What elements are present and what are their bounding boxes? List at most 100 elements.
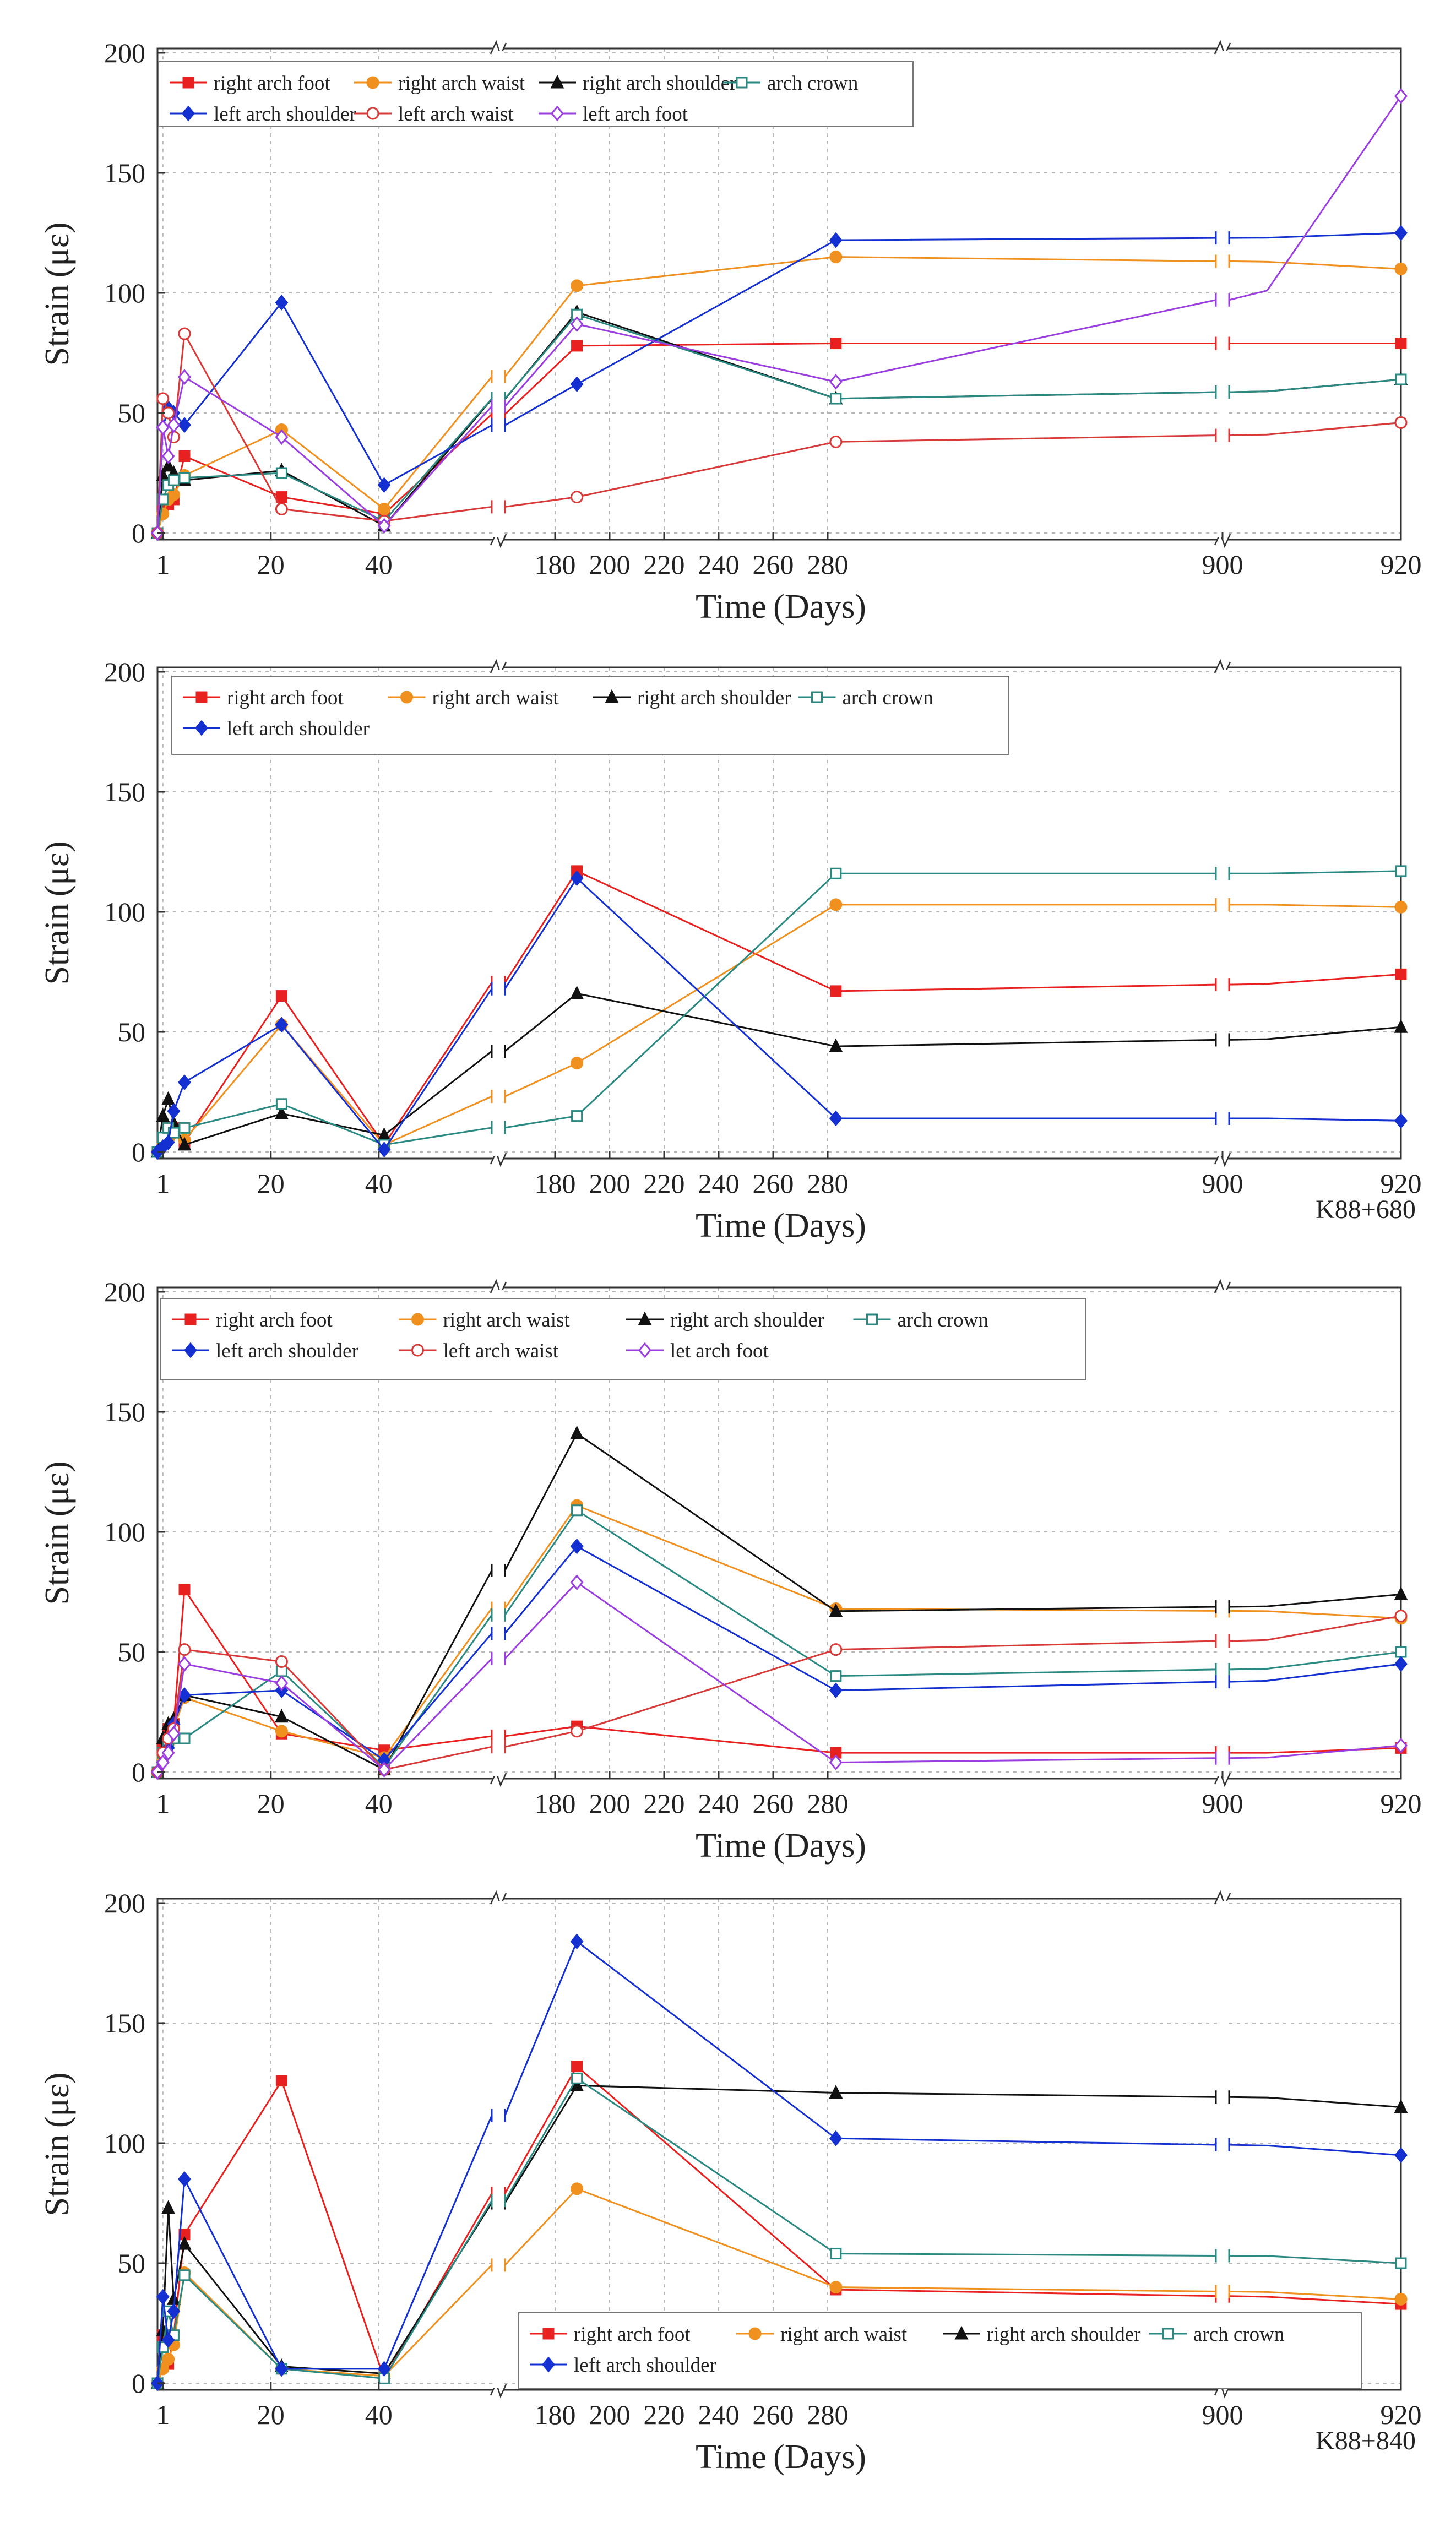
series-arch-crown [151, 308, 1407, 539]
data-point [829, 1682, 843, 1699]
data-point [378, 502, 391, 515]
data-point [829, 1110, 843, 1127]
series-line [1229, 1117, 1401, 1122]
y-tick-label: 50 [118, 398, 145, 428]
plot-frame [156, 1286, 1402, 1780]
legend-item: left arch foot [539, 103, 688, 126]
series-line [1229, 973, 1401, 986]
data-point [829, 435, 843, 448]
data-point [829, 2130, 843, 2146]
legend-swatch-marker [1162, 2328, 1174, 2340]
legend-swatch-marker [400, 691, 413, 704]
legend-item: right arch waist [399, 1309, 570, 1331]
data-point [377, 2361, 391, 2377]
data-point [178, 369, 191, 385]
series-line [156, 1658, 493, 1773]
data-point [167, 431, 180, 444]
x-tick-label: 40 [365, 1788, 393, 1819]
x-tick-label: 240 [698, 1788, 740, 1819]
data-point [167, 417, 181, 433]
legend: right arch foot right arch waist right arc… [518, 2312, 1362, 2389]
data-point [377, 477, 391, 493]
legend-label: right arch shoulder [583, 72, 736, 95]
legend-label: right arch shoulder [637, 687, 791, 709]
data-point [275, 429, 289, 445]
series-line [504, 2077, 1216, 2257]
x-tick-label: 200 [589, 1168, 631, 1199]
data-point [178, 1122, 191, 1134]
data-point [178, 1074, 191, 1090]
data-point [178, 417, 191, 433]
legend-label: arch crown [843, 687, 933, 709]
data-point [1395, 1646, 1407, 1658]
data-point [829, 2085, 843, 2099]
legend-swatch-marker [954, 2325, 969, 2340]
series-line [1229, 904, 1401, 908]
series-line [504, 1545, 1216, 1692]
data-point [178, 1732, 191, 1744]
legend-item: right arch foot [170, 72, 330, 95]
legend-item: left arch waist [399, 1340, 559, 1362]
data-point [178, 1656, 191, 1672]
y-tick-label: 0 [132, 2368, 145, 2399]
legend-label: left arch shoulder [227, 718, 370, 740]
data-point [156, 1754, 170, 1770]
legend: right arch foot right arch waist right arc… [158, 61, 914, 127]
data-point [161, 2332, 175, 2348]
series-line [1229, 870, 1401, 874]
data-point [275, 1675, 289, 1692]
legend-label: let arch foot [670, 1340, 769, 1362]
legend-item: arch crown [1149, 2323, 1284, 2346]
series-line [504, 313, 1216, 400]
series-line [1229, 1593, 1401, 1608]
legend-swatch-marker [411, 1344, 424, 1357]
x-tick-label: 260 [753, 1168, 794, 1199]
x-tick-label: 260 [753, 2399, 794, 2430]
data-point [571, 1057, 584, 1070]
legend-label: left arch waist [443, 1340, 559, 1362]
x-tick-label: 920 [1381, 1168, 1422, 1199]
series-line [504, 872, 1216, 1129]
data-point [1395, 865, 1407, 877]
data-point [571, 1725, 584, 1738]
series-line [1229, 1663, 1401, 1683]
data-point [178, 472, 191, 484]
data-point [161, 2200, 176, 2214]
x-tick-label: 200 [589, 2399, 631, 2430]
legend-swatch-marker [195, 720, 208, 736]
series-line [504, 2065, 1216, 2297]
legend-swatch-marker [811, 691, 823, 703]
x-tick-label: 900 [1202, 1788, 1243, 1819]
plot-frame [156, 1898, 1402, 2391]
data-point [829, 2281, 843, 2294]
series-left-arch-shoulder [151, 1933, 1408, 2391]
data-point [167, 474, 180, 486]
data-point [275, 295, 289, 311]
legend-swatch-marker [195, 691, 208, 703]
axis-break-mark [490, 531, 507, 548]
series-line [504, 256, 1216, 378]
legend-swatch-marker [182, 77, 194, 89]
x-tick-label: 220 [644, 549, 685, 580]
legend-swatch-marker [542, 2356, 555, 2373]
data-point [161, 458, 176, 472]
legend-item: left arch shoulder [172, 1340, 358, 1362]
legend-swatch-marker [366, 107, 379, 120]
legend-label: left arch shoulder [216, 1340, 358, 1362]
legend-label: arch crown [767, 72, 858, 95]
legend-box [518, 2312, 1362, 2389]
data-point [830, 1670, 842, 1682]
legend-item: right arch foot [183, 687, 344, 709]
axis-break-band [493, 1290, 503, 1776]
data-point [1394, 2147, 1408, 2164]
data-point [1395, 968, 1407, 980]
legend-swatch-marker [866, 1313, 878, 1325]
axis-break-mark [490, 1150, 507, 1167]
legend-label: left arch shoulder [214, 103, 356, 126]
axis-break-mark [1214, 1890, 1231, 1907]
series-line [504, 992, 1216, 1052]
data-point [275, 491, 287, 503]
